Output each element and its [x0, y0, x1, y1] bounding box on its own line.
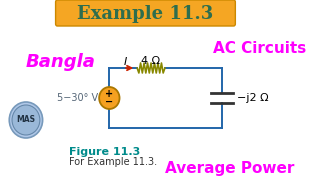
Text: −: − — [105, 97, 113, 107]
Circle shape — [9, 102, 43, 138]
Circle shape — [12, 105, 40, 135]
Text: 4 Ω: 4 Ω — [141, 56, 161, 66]
Text: Average Power: Average Power — [165, 161, 294, 176]
Text: 5−30° V: 5−30° V — [57, 93, 98, 103]
Text: Figure 11.3: Figure 11.3 — [68, 147, 140, 157]
Text: For Example 11.3.: For Example 11.3. — [68, 157, 157, 167]
Text: +: + — [105, 89, 113, 99]
Text: AC Circuits: AC Circuits — [213, 40, 306, 55]
Text: I: I — [124, 57, 127, 67]
FancyBboxPatch shape — [56, 0, 235, 26]
Text: Bangla: Bangla — [26, 53, 96, 71]
Text: MAS: MAS — [16, 114, 36, 123]
Circle shape — [99, 87, 120, 109]
Text: Example 11.3: Example 11.3 — [77, 5, 213, 23]
Text: −j2 Ω: −j2 Ω — [237, 93, 269, 103]
